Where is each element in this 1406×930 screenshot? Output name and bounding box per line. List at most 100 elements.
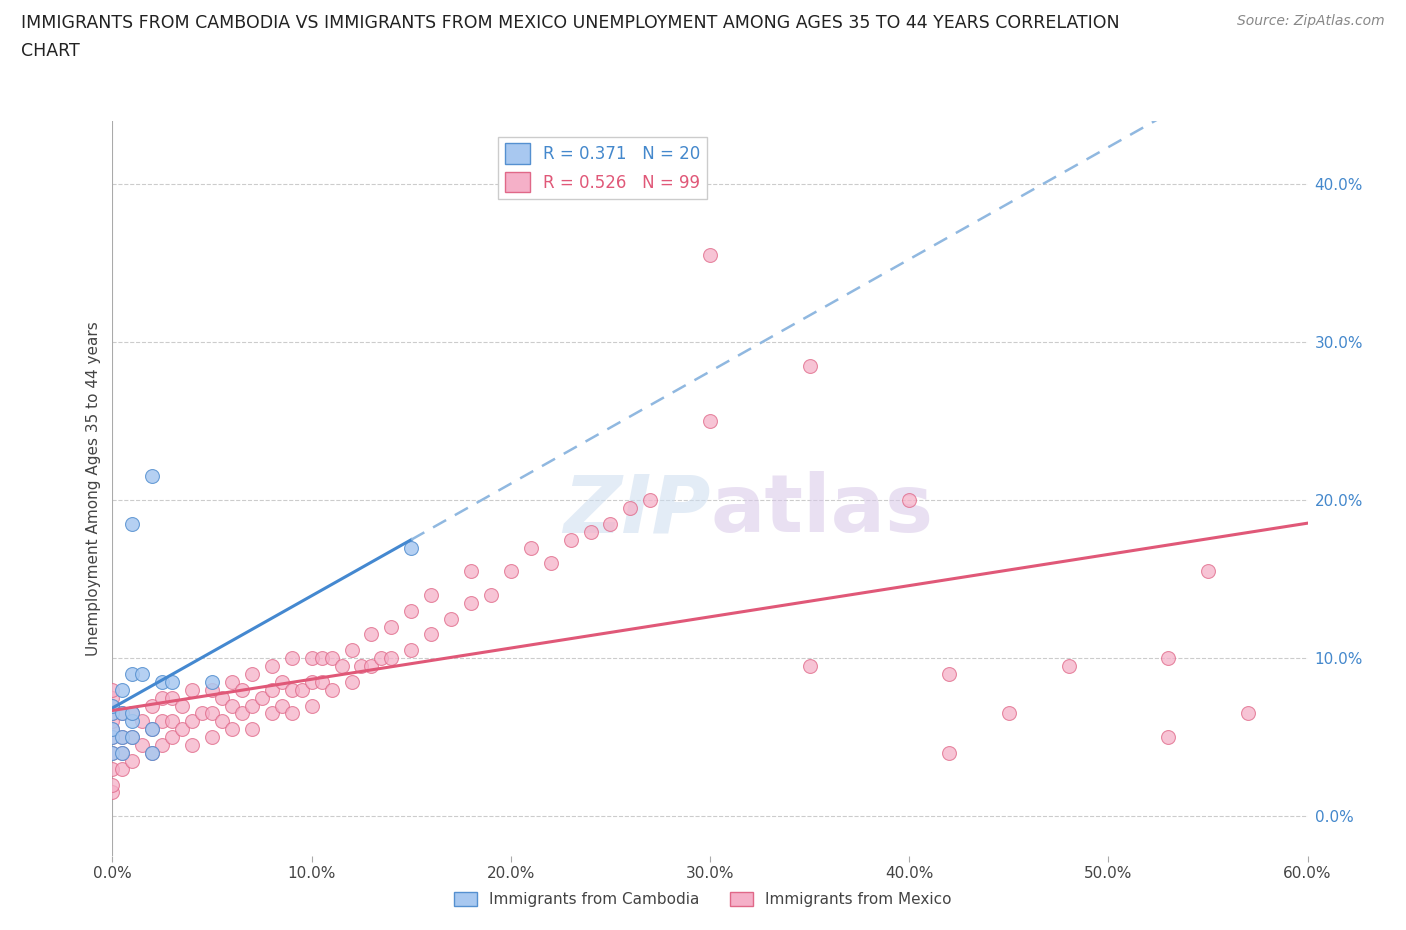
Point xyxy=(150,737,173,752)
Point xyxy=(401,604,423,618)
Point xyxy=(111,746,134,761)
Point xyxy=(181,737,204,752)
Point xyxy=(221,698,243,713)
Point xyxy=(699,247,721,262)
Point xyxy=(350,658,373,673)
Point xyxy=(380,651,402,666)
Point xyxy=(799,658,821,673)
Point xyxy=(260,706,283,721)
Point xyxy=(101,714,124,729)
Legend: Immigrants from Cambodia, Immigrants from Mexico: Immigrants from Cambodia, Immigrants fro… xyxy=(449,885,957,913)
Point xyxy=(221,674,243,689)
Point xyxy=(150,674,173,689)
Point xyxy=(420,588,443,603)
Point xyxy=(221,722,243,737)
Text: ZIP: ZIP xyxy=(562,472,710,550)
Point xyxy=(340,643,363,658)
Point xyxy=(111,730,134,745)
Point xyxy=(360,627,382,642)
Point xyxy=(401,643,423,658)
Point xyxy=(141,698,163,713)
Point xyxy=(121,730,143,745)
Point xyxy=(131,737,153,752)
Point xyxy=(240,722,263,737)
Point xyxy=(301,651,323,666)
Point xyxy=(260,658,283,673)
Point xyxy=(311,674,333,689)
Point xyxy=(938,667,960,682)
Point xyxy=(101,730,124,745)
Point xyxy=(340,674,363,689)
Point xyxy=(121,706,143,721)
Point xyxy=(321,651,343,666)
Point xyxy=(699,414,721,429)
Point xyxy=(640,493,662,508)
Text: CHART: CHART xyxy=(21,42,80,60)
Point xyxy=(101,762,124,777)
Point xyxy=(240,698,263,713)
Point xyxy=(111,683,134,698)
Point xyxy=(211,690,233,705)
Point xyxy=(321,683,343,698)
Point xyxy=(101,730,124,745)
Point xyxy=(998,706,1021,721)
Point xyxy=(201,730,224,745)
Point xyxy=(162,690,183,705)
Point xyxy=(540,556,562,571)
Point xyxy=(101,690,124,705)
Point xyxy=(281,683,304,698)
Point xyxy=(181,683,204,698)
Point xyxy=(270,674,292,689)
Point xyxy=(111,746,134,761)
Point xyxy=(121,667,143,682)
Point xyxy=(401,540,423,555)
Point xyxy=(150,690,173,705)
Point xyxy=(281,706,304,721)
Point xyxy=(380,619,402,634)
Point xyxy=(479,588,502,603)
Point xyxy=(101,683,124,698)
Text: Source: ZipAtlas.com: Source: ZipAtlas.com xyxy=(1237,14,1385,28)
Point xyxy=(111,730,134,745)
Point xyxy=(311,651,333,666)
Point xyxy=(560,532,582,547)
Point xyxy=(121,753,143,768)
Point xyxy=(1237,706,1260,721)
Point xyxy=(141,722,163,737)
Point xyxy=(520,540,543,555)
Point xyxy=(172,722,194,737)
Point xyxy=(101,698,124,713)
Point xyxy=(1197,564,1219,578)
Point xyxy=(121,730,143,745)
Point xyxy=(101,722,124,737)
Point xyxy=(1157,730,1180,745)
Point xyxy=(141,746,163,761)
Point xyxy=(141,469,163,484)
Point xyxy=(231,706,253,721)
Point xyxy=(150,714,173,729)
Point xyxy=(330,658,353,673)
Point xyxy=(270,698,292,713)
Point xyxy=(301,674,323,689)
Point xyxy=(260,683,283,698)
Point xyxy=(1157,651,1180,666)
Point xyxy=(111,706,134,721)
Point xyxy=(201,674,224,689)
Point xyxy=(619,500,641,515)
Point xyxy=(101,785,124,800)
Point xyxy=(240,667,263,682)
Point xyxy=(938,746,960,761)
Point xyxy=(250,690,273,705)
Legend: R = 0.371   N = 20, R = 0.526   N = 99: R = 0.371 N = 20, R = 0.526 N = 99 xyxy=(498,137,707,199)
Point xyxy=(101,706,124,721)
Point xyxy=(111,762,134,777)
Point xyxy=(181,714,204,729)
Point xyxy=(201,683,224,698)
Point xyxy=(121,516,143,531)
Point xyxy=(460,595,482,610)
Point xyxy=(101,746,124,761)
Point xyxy=(101,706,124,721)
Point xyxy=(211,714,233,729)
Point xyxy=(162,674,183,689)
Point xyxy=(201,706,224,721)
